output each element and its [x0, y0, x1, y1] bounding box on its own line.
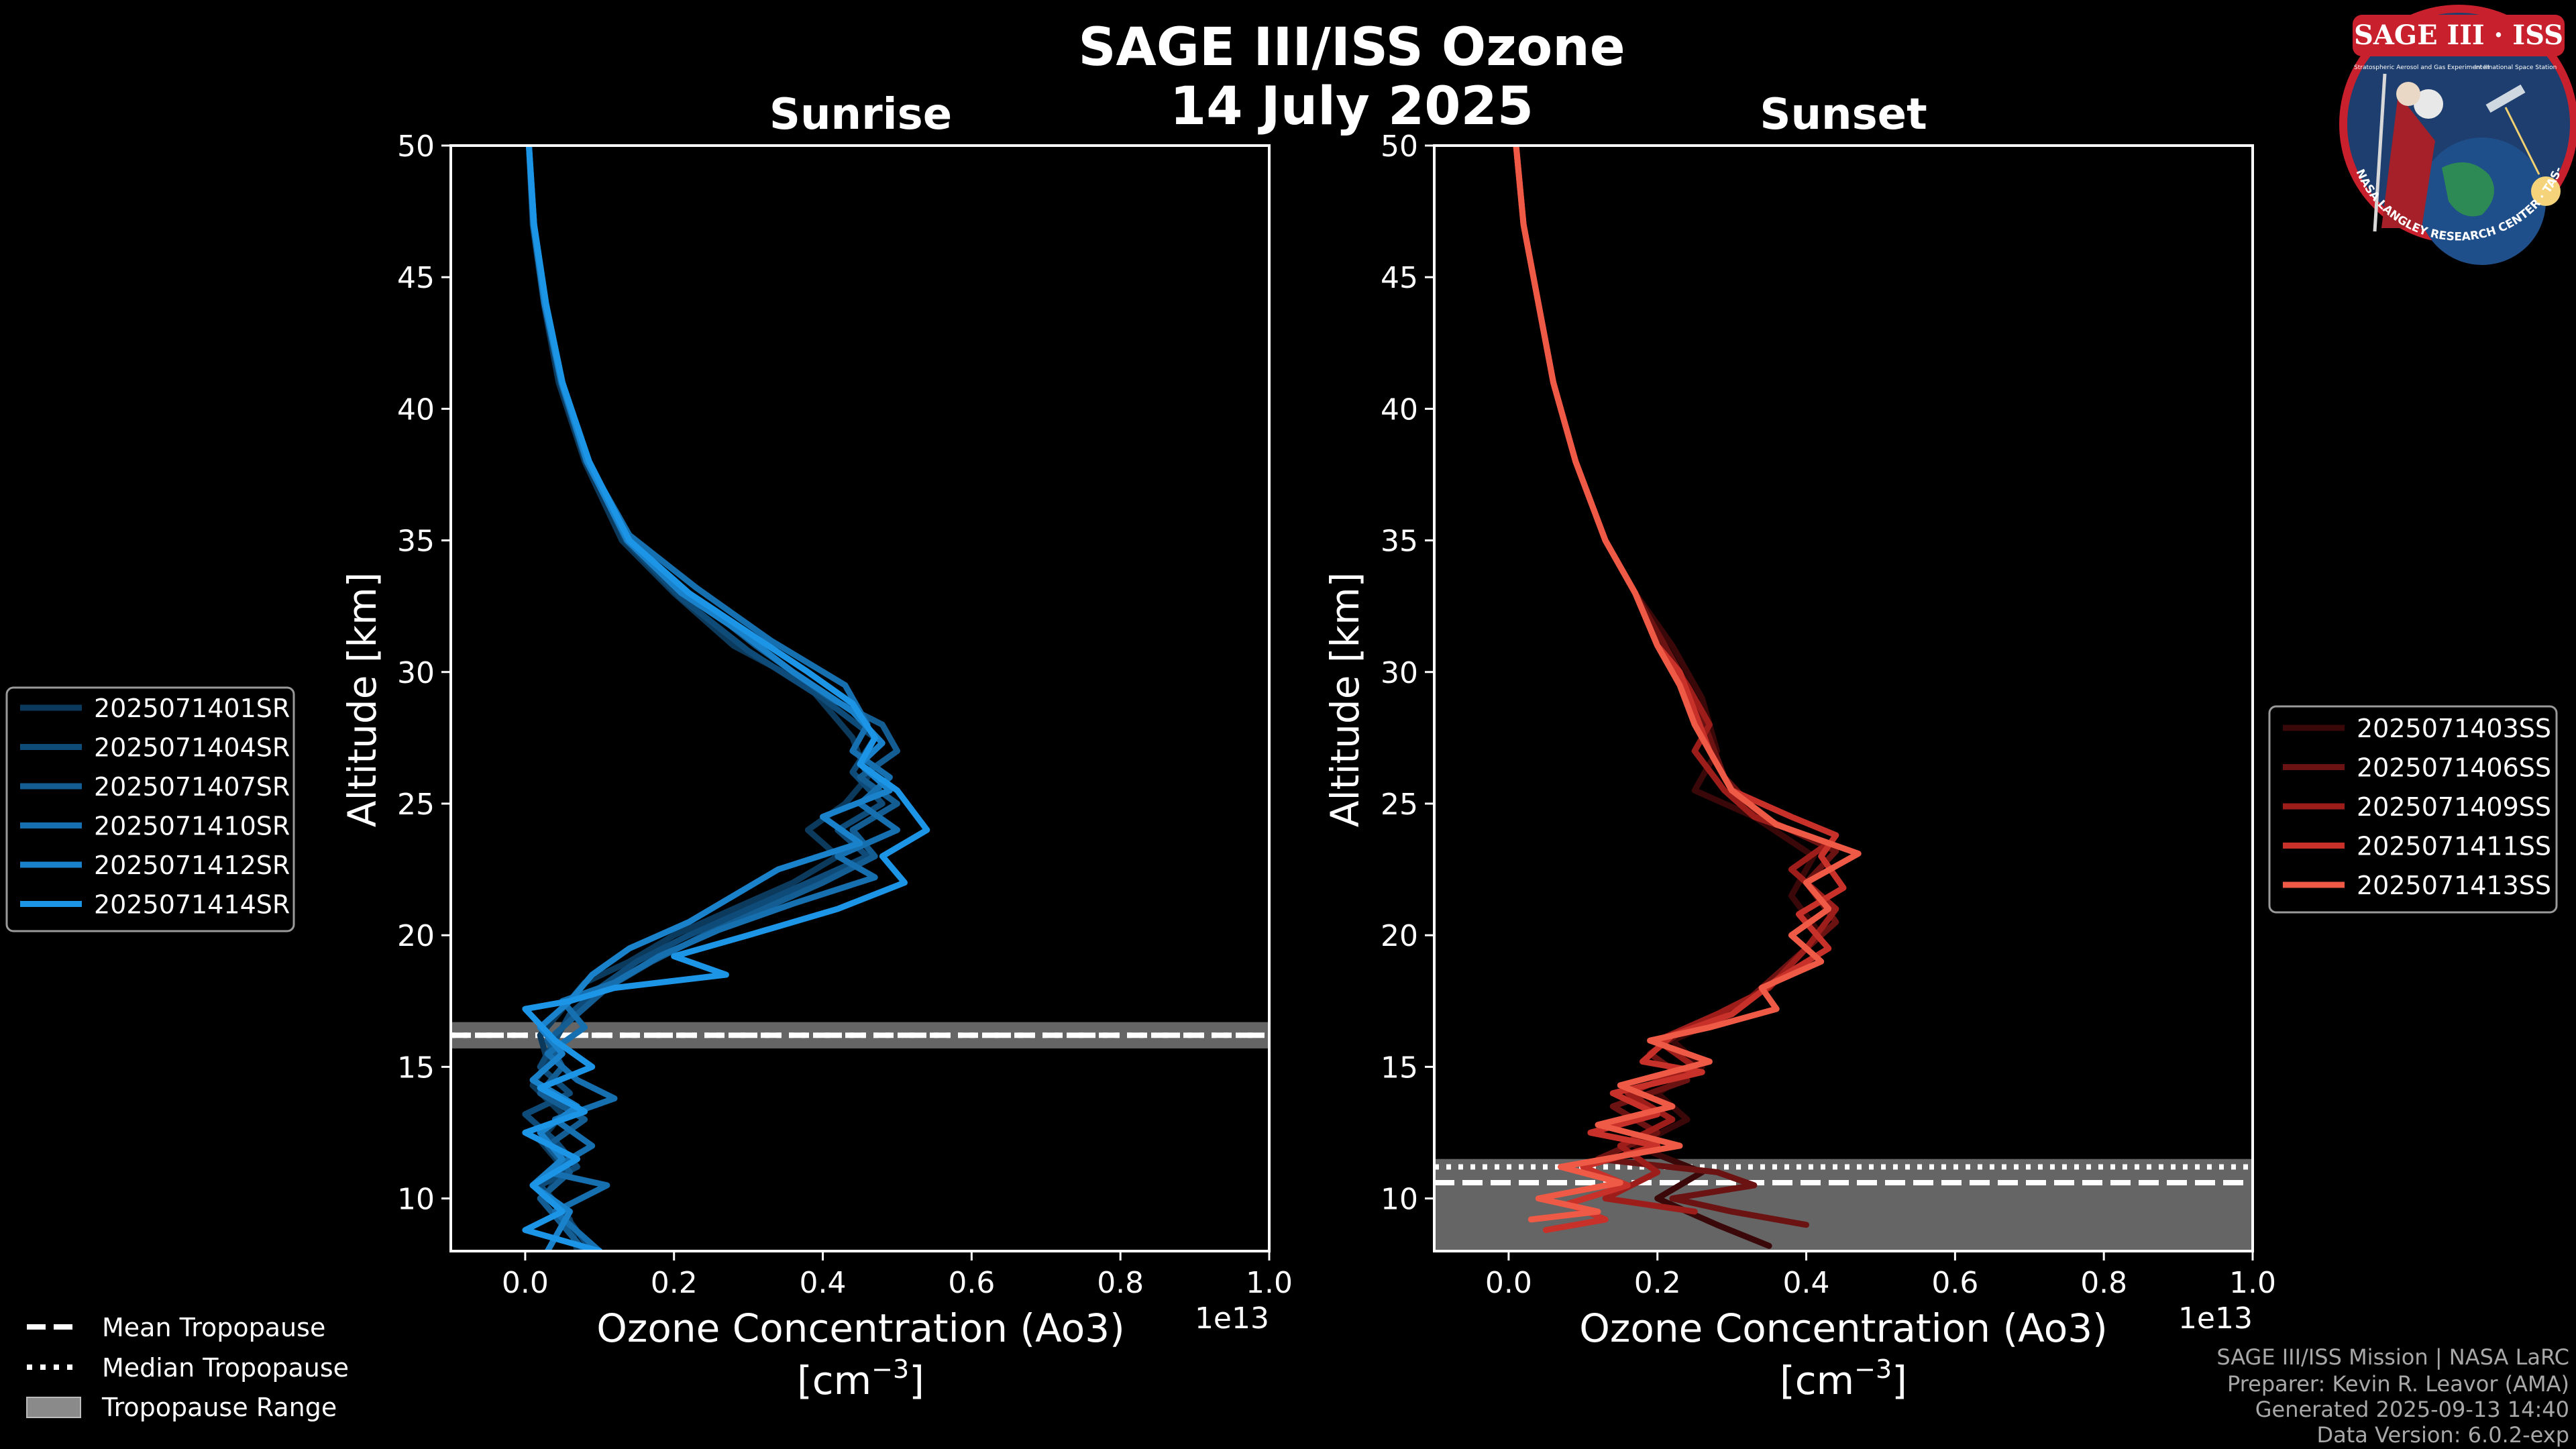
sunrise-y-tick-label: 15	[397, 1051, 435, 1085]
sunrise-legend-label: 2025071412SR	[94, 851, 290, 880]
sunrise-legend-label: 2025071414SR	[94, 890, 290, 920]
logo-figure-head	[2396, 82, 2420, 106]
sunset-legend-label: 2025071403SS	[2357, 714, 2551, 743]
sunset-plot-content	[1434, 146, 2253, 1251]
sunrise-y-tick-label: 10	[397, 1183, 435, 1217]
tropopause-range-swatch	[26, 1397, 81, 1418]
logo-staff	[2373, 73, 2387, 232]
sunset-plot-area	[1434, 146, 2253, 1251]
sunset-y-tick-label: 30	[1381, 656, 1418, 690]
sunset-y-tick-label: 15	[1381, 1051, 1418, 1085]
sunrise-ticks: 0.0 0.2 0.4 0.6 0.8 1.0 10 15 20 25 30 35 40 45 50	[397, 129, 1293, 1300]
logo-beam	[2504, 107, 2540, 175]
sunset-x-tick-label: 0.8	[2080, 1266, 2127, 1300]
sunset-series-line-2025071413SS	[1513, 146, 1862, 1223]
footer-preparer: Preparer: Kevin R. Leavor (AMA)	[2227, 1371, 2569, 1397]
sunset-y-tick-label: 20	[1381, 919, 1418, 953]
logo-small-text: Stratospheric Aerosol and Gas Experiment…	[2354, 64, 2489, 71]
sunset-legend: 2025071403SS 2025071406SS 2025071409SS 2025…	[2268, 705, 2558, 914]
sunrise-plot-content	[451, 146, 1269, 1251]
sunrise-legend-entries: 2025071401SR 2025071404SR 2025071407SR 2025…	[20, 694, 290, 920]
sunrise-x-tick-label: 1.0	[1246, 1266, 1293, 1300]
logo-moon	[2414, 89, 2443, 119]
sunrise-legend-label: 2025071401SR	[94, 694, 290, 723]
logo-figure-robe	[2381, 94, 2435, 228]
logo-iss	[2485, 84, 2526, 113]
sunrise-axes: Sunrise 0.0 0.2 0.4 0.6 0.8 1.0 10 15 20 25 30 35 40…	[339, 90, 1293, 1403]
sunrise-y-tick-label: 40	[397, 392, 435, 427]
sunset-legend-frame	[2268, 705, 2558, 914]
sunrise-x-tick-label: 0.0	[502, 1266, 549, 1300]
sunrise-x-offset: 1e13	[1195, 1301, 1269, 1336]
footer-generated: Generated 2025-09-13 14:40	[2255, 1397, 2569, 1422]
sunset-x-tick-label: 0.6	[1931, 1266, 1978, 1300]
footer-credits: SAGE III/ISS Mission | NASA LaRC Prepare…	[2216, 1344, 2569, 1448]
logo-title-band	[2353, 15, 2565, 56]
logo-title: SAGE III · ISS	[2354, 19, 2563, 51]
sunrise-legend-label: 2025071407SR	[94, 772, 290, 802]
figure-date: 14 July 2025	[1170, 76, 1534, 137]
sunrise-axes-frame	[449, 144, 1271, 1252]
sunrise-x-tick-label: 0.8	[1097, 1266, 1144, 1300]
sunrise-y-label: Altitude [km]	[339, 572, 385, 827]
sunrise-y-tick-label: 45	[397, 261, 435, 295]
logo-small-text-2: International Space Station	[2475, 64, 2557, 71]
sunrise-y-tick-label: 30	[397, 656, 435, 690]
sunrise-legend: 2025071401SR 2025071404SR 2025071407SR 2025…	[5, 686, 295, 932]
sunrise-y-tick-label: 20	[397, 919, 435, 953]
sunrise-series-line-2025071414SR	[522, 146, 930, 1251]
sunset-x-tick-label: 0.4	[1783, 1266, 1830, 1300]
sunset-y-tick-label: 25	[1381, 788, 1418, 822]
sunrise-legend-label: 2025071410SR	[94, 812, 290, 841]
sunset-y-tick-label: 40	[1381, 392, 1418, 427]
sunrise-y-tick-label: 35	[397, 525, 435, 559]
sunset-x-label: Ozone Concentration (Ao3)	[1579, 1305, 2108, 1351]
tropopause-legend: Mean Tropopause Median Tropopause Tropop…	[26, 1313, 349, 1422]
median-tropopause-label: Median Tropopause	[102, 1353, 349, 1383]
sunrise-x-units: [cm−3]	[797, 1354, 924, 1403]
logo-sun	[2531, 176, 2561, 206]
sunset-legend-label: 2025071406SS	[2357, 753, 2551, 783]
sunrise-plot-area	[451, 146, 1269, 1251]
sunrise-x-tick-label: 0.4	[800, 1266, 847, 1300]
sunset-y-label: Altitude [km]	[1322, 572, 1368, 827]
sunset-axes-frame	[1433, 144, 2254, 1252]
sunrise-x-tick-label: 0.6	[948, 1266, 995, 1300]
sunset-legend-label: 2025071413SS	[2357, 871, 2551, 900]
sunset-legend-entries: 2025071403SS 2025071406SS 2025071409SS 2025…	[2283, 714, 2551, 900]
footer-mission: SAGE III/ISS Mission | NASA LaRC	[2216, 1344, 2569, 1370]
sunset-y-tick-label: 10	[1381, 1183, 1418, 1217]
sunset-y-tick-label: 45	[1381, 261, 1418, 295]
sunset-title: Sunset	[1760, 90, 1927, 140]
sunset-x-tick-label: 0.0	[1485, 1266, 1532, 1300]
figure-title: SAGE III/ISS Ozone	[1078, 17, 1625, 78]
sunset-x-offset: 1e13	[2178, 1301, 2253, 1336]
footer-data-version: Data Version: 6.0.2-exp	[2316, 1422, 2569, 1448]
sunrise-x-label: Ozone Concentration (Ao3)	[596, 1305, 1125, 1351]
sunset-y-tick-label: 50	[1381, 129, 1418, 164]
sunset-ticks: 0.0 0.2 0.4 0.6 0.8 1.0 10 15 20 25 30 35 40 45 50	[1381, 129, 2276, 1300]
logo-continent	[2442, 162, 2494, 217]
sunset-legend-label: 2025071411SS	[2357, 832, 2551, 861]
sunset-x-tick-label: 0.2	[1634, 1266, 1681, 1300]
sunset-legend-label: 2025071409SS	[2357, 792, 2551, 822]
sunrise-x-tick-label: 0.2	[651, 1266, 698, 1300]
mean-tropopause-label: Mean Tropopause	[102, 1313, 325, 1342]
sunrise-legend-label: 2025071404SR	[94, 733, 290, 763]
sunset-y-tick-label: 35	[1381, 525, 1418, 559]
sunrise-y-tick-label: 25	[397, 788, 435, 822]
sunset-x-tick-label: 1.0	[2229, 1266, 2276, 1300]
tropopause-range-label: Tropopause Range	[101, 1393, 337, 1422]
sunrise-y-tick-label: 50	[397, 129, 435, 164]
sunrise-title: Sunrise	[769, 90, 952, 140]
sunset-x-units: [cm−3]	[1780, 1354, 1907, 1403]
sunset-axes: Sunset 0.0 0.2 0.4 0.6 0.8 1.0 10 15 20 25 30 35 40 4…	[1322, 90, 2276, 1403]
